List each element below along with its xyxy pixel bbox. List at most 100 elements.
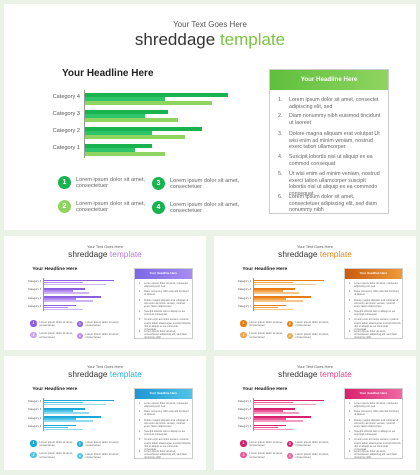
list-item: 5. Ut wisi enim ad minim veniam, nostrud …	[139, 438, 191, 451]
bar-3	[85, 152, 165, 156]
bar-2	[43, 418, 77, 421]
bar-1	[43, 407, 85, 410]
legend-text: Lorem ipsum dolor sit amet, consectetuer	[85, 452, 120, 460]
bar-1	[43, 304, 77, 307]
category-label: Category 3	[27, 288, 42, 292]
category-label: Category 4	[237, 280, 252, 284]
category-label: Category 4	[52, 94, 80, 100]
list-text: Ut wisi enim ad minim veniam, nostrud ex…	[144, 318, 191, 332]
list-text: Lorem ipsum dolor sit amet, consectetuer…	[354, 329, 397, 340]
category-label: Category 2	[27, 416, 42, 420]
list-text: Lorem ipsum dolor sit amet, consectet ad…	[144, 282, 188, 289]
list-item: 5. Ut wisi enim ad minim veniam, nostrud …	[349, 438, 401, 451]
list-number: 3.	[348, 418, 351, 422]
title-main: shreddage	[68, 368, 108, 379]
legend-text: Lorem ipsum dolor sit amet, consectetuer	[39, 440, 74, 447]
box-header: Your Headline Here	[270, 70, 388, 90]
legend-text: Lorem ipsum dolor sit amet, consectetuer	[295, 332, 330, 340]
headline-box: Your Headline Here 1. Lorem ipsum dolor si…	[133, 387, 193, 459]
list-number: 1.	[348, 282, 351, 286]
legend-number-circle: 4	[286, 332, 293, 339]
bar-2	[253, 426, 279, 429]
bar-2	[85, 97, 165, 101]
headline: Your Headline Here	[242, 387, 288, 393]
list-number: 6.	[348, 329, 351, 333]
category-label: Category 1	[27, 425, 42, 429]
bar-2	[253, 401, 293, 404]
list-item: 1. Lorem ipsum dolor sit amet, consectet …	[139, 282, 191, 288]
list-text: Suscipit lobortis nisl ut aliquip ex ea …	[354, 430, 395, 437]
legend-number-circle: 1	[240, 440, 247, 447]
list-text: Diam nonummy nibh euismod tincidunt ut l…	[144, 409, 189, 417]
slide-main[interactable]: Your Text Goes Here shreddage template You…	[4, 4, 416, 230]
legend-number-circle: 4	[286, 452, 293, 459]
legend-text: Lorem ipsum dolor sit amet, consectetuer	[170, 201, 240, 215]
legend-number-circle: 1	[30, 320, 37, 327]
list-item: 3. Dolore magna aliquam erat volutpat Ut …	[349, 299, 401, 309]
legend-text: Lorem ipsum dolor sit amet, consectetuer	[170, 177, 240, 191]
list-number: 6.	[138, 329, 141, 333]
title-accent: template	[109, 368, 142, 379]
legend-text: Lorem ipsum dolor sit amet, consectetuer	[85, 332, 120, 340]
slide-title: shreddage template	[214, 249, 416, 259]
legend-number-circle: 3	[152, 177, 165, 190]
title-accent: template	[219, 30, 286, 49]
legend-number-circle: 2	[30, 452, 37, 459]
list-text: Ut wisi enim ad minim veniam, nostrud ex…	[289, 171, 380, 197]
list-item: 2. Diam nonummy nibh euismod tincidunt ut…	[349, 410, 401, 416]
legend-number-circle: 2	[240, 452, 247, 459]
slide-title: shreddage template	[214, 369, 416, 379]
list-number: 5.	[138, 438, 141, 442]
list-text: Dolore magna aliquam erat volutpat Ut wi…	[354, 418, 399, 429]
box-header: Your Headline Here	[134, 268, 192, 279]
list-text: Lorem ipsum dolor sit amet, consectet ad…	[354, 282, 398, 289]
legend-text: Lorem ipsum dolor sit amet, consectetuer	[39, 332, 74, 339]
list-item: 5. Ut wisi enim ad minim veniam, nostrud …	[139, 318, 191, 331]
slide-title: shreddage template	[4, 249, 206, 259]
slide-thumbnail-purple[interactable]: Your Text Goes Here shreddage template You…	[4, 236, 206, 350]
headline: Your Headline Here	[62, 68, 154, 79]
list-number: 2.	[348, 289, 351, 293]
headline-box: Your Headline Here 1. Lorem ipsum dolor si…	[343, 387, 403, 459]
box-header: Your Headline Here	[344, 268, 402, 279]
list-text: Diam nonummy nibh euismod tincidunt ut l…	[144, 289, 189, 297]
bar-1	[85, 127, 202, 131]
title-main: shreddage	[278, 248, 318, 259]
box-header: Your Headline Here	[134, 388, 192, 399]
bar-2	[253, 409, 284, 412]
subtitle: Your Text Goes Here	[296, 363, 334, 369]
bar-1	[253, 279, 324, 282]
category-label: Category 2	[52, 128, 80, 134]
subtitle: Your Text Goes Here	[173, 20, 247, 29]
bar-1	[253, 304, 287, 307]
list-number: 3.	[278, 131, 283, 137]
slide-thumbnail-blue[interactable]: Your Text Goes Here shreddage template You…	[4, 356, 206, 470]
list-number: 2.	[278, 113, 283, 119]
legend-text: Lorem ipsum dolor sit amet, consectetuer	[249, 320, 284, 327]
list-item: 2. Diam nonummy nibh euismod tincidunt ut…	[349, 290, 401, 296]
list-item: 5. Ut wisi enim ad minim veniam, nostrud …	[278, 171, 384, 197]
list-number: 2.	[138, 409, 141, 413]
slide-thumbnail-orange[interactable]: Your Text Goes Here shreddage template You…	[214, 236, 416, 350]
list-item: 1. Lorem ipsum dolor sit amet, consectet …	[139, 402, 191, 408]
slide-thumbnail-pink[interactable]: Your Text Goes Here shreddage template You…	[214, 356, 416, 470]
list-number: 1.	[138, 402, 141, 406]
legend-text: Lorem ipsum dolor sit amet, consectetuer	[295, 452, 330, 460]
legend-text: Lorem ipsum dolor sit amet, consectetuer	[249, 332, 284, 339]
legend-number-circle: 3	[286, 320, 293, 328]
headline: Your Headline Here	[242, 267, 288, 273]
box-header: Your Headline Here	[344, 388, 402, 399]
legend-text: Lorem ipsum dolor sit amet, consectetuer	[295, 441, 330, 448]
subtitle: Your Text Goes Here	[296, 243, 334, 249]
list-text: Suscipit lobortis nisl ut aliquip ex ea …	[144, 310, 185, 317]
bar-3	[253, 283, 316, 286]
category-label: Category 3	[27, 408, 42, 412]
bar-3	[253, 300, 303, 303]
headline-box: Your Headline Here 1. Lorem ipsum dolor si…	[269, 69, 389, 214]
bar-2	[43, 298, 77, 301]
subtitle: Your Text Goes Here	[86, 243, 124, 249]
bar-1	[253, 399, 324, 402]
legend-text: Lorem ipsum dolor sit amet, consectetuer	[76, 176, 146, 190]
category-label: Category 3	[237, 288, 252, 292]
legend-number-circle: 3	[76, 320, 83, 328]
